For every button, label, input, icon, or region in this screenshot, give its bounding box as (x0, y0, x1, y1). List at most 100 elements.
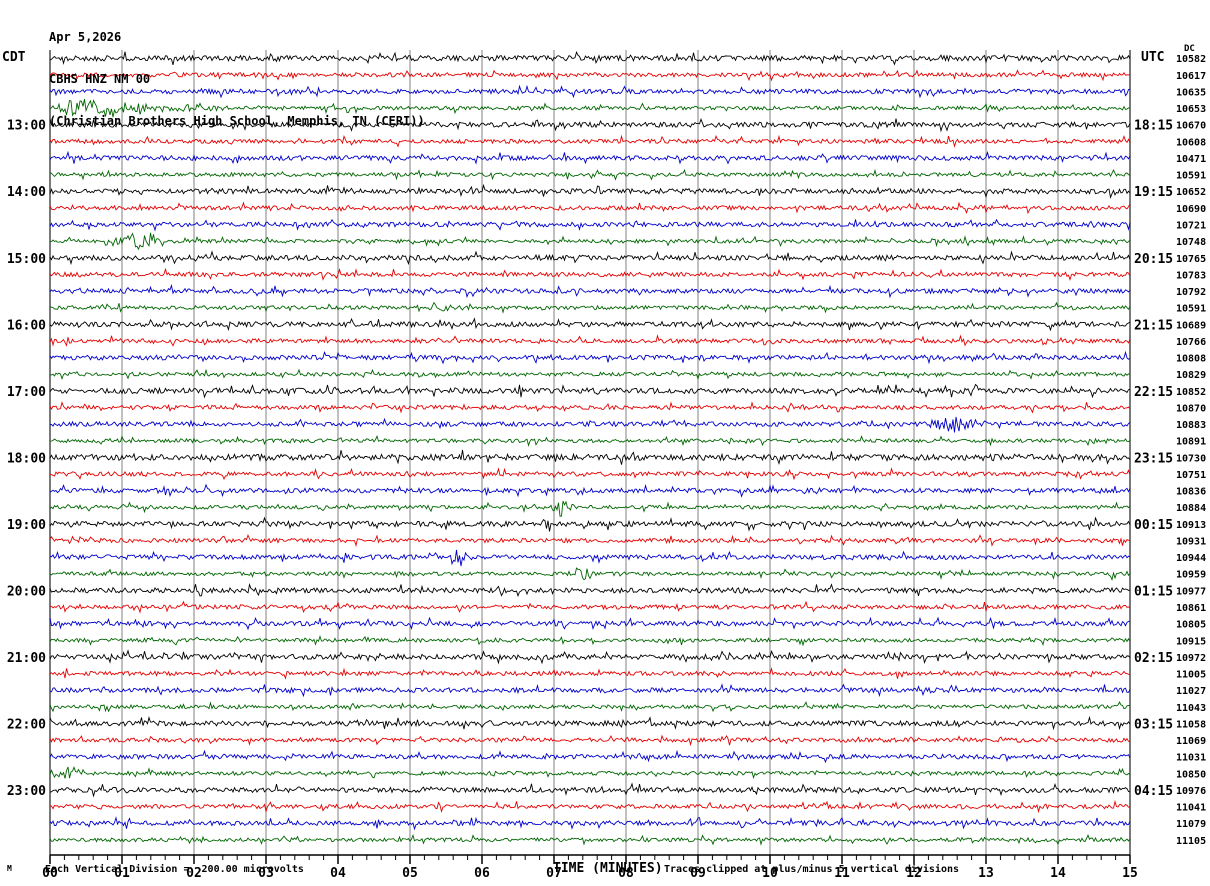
trace-row (49, 150, 1131, 165)
hour-label-cdt: 21:00 (7, 651, 46, 666)
trace-row (49, 401, 1131, 414)
trace-row (49, 50, 1131, 66)
trace-row (49, 317, 1131, 332)
x-axis-tick-label: 08 (618, 866, 634, 881)
hour-label-cdt: 16:00 (7, 318, 46, 333)
trace-row (49, 232, 1131, 251)
x-axis-tick-label: 05 (402, 866, 418, 881)
hour-label-cdt: 17:00 (7, 385, 46, 400)
trace-row (49, 117, 1131, 133)
trace-row (49, 435, 1131, 447)
station-description: (Christian Brothers High School, Memphis… (49, 114, 425, 128)
x-axis-title: TIME (MINUTES) (553, 861, 663, 876)
hour-label-utc: 00:15 (1134, 518, 1173, 533)
trace-row (49, 833, 1131, 846)
x-axis-tick-label: 12 (906, 866, 922, 881)
trace-row (49, 500, 1131, 517)
trace-row (49, 267, 1131, 281)
trace-row (50, 368, 1131, 381)
hour-label-cdt: 18:00 (7, 451, 46, 466)
dc-value: 10635 (1176, 87, 1206, 98)
dc-value: 11079 (1176, 819, 1206, 830)
x-axis-tick-label: 13 (978, 866, 994, 881)
dc-value: 10617 (1176, 71, 1206, 82)
trace-row (49, 218, 1131, 232)
hour-label-utc: 21:15 (1134, 318, 1173, 333)
dc-value: 10870 (1176, 403, 1206, 414)
hour-label-cdt: 14:00 (7, 185, 46, 200)
dc-value: 10976 (1176, 786, 1206, 797)
dc-value: 10944 (1176, 553, 1206, 564)
hour-label-cdt: 22:00 (7, 717, 46, 732)
dc-value: 11105 (1176, 836, 1206, 847)
dc-value: 10915 (1176, 636, 1206, 647)
hour-label-utc: 01:15 (1134, 584, 1173, 599)
trace-row (49, 350, 1131, 365)
hour-label-utc: 20:15 (1134, 252, 1173, 267)
dc-value: 11005 (1176, 670, 1206, 681)
trace-row (49, 600, 1131, 614)
hour-label-utc: 19:15 (1134, 185, 1173, 200)
dc-value: 10861 (1176, 603, 1206, 614)
left-timezone-label: CDT (2, 50, 26, 65)
vertical-division-scale-note: Each Vertical Division = 200.00 microvol… (45, 864, 304, 875)
hour-label-cdt: 15:00 (7, 252, 46, 267)
dc-value: 10783 (1176, 270, 1206, 281)
dc-value: 11058 (1176, 719, 1206, 730)
plot-header: Apr 5,2026 CBHS HNZ NM 00 (Christian Bro… (49, 2, 425, 142)
trace-row (49, 383, 1131, 399)
dc-value: 11027 (1176, 686, 1206, 697)
dc-value: 10766 (1176, 337, 1206, 348)
dc-value: 10721 (1176, 221, 1206, 232)
dc-value: 10765 (1176, 254, 1206, 265)
trace-row (49, 799, 1131, 814)
dc-value: 10884 (1176, 503, 1206, 514)
x-axis-tick-label: 06 (474, 866, 490, 881)
hour-label-cdt: 19:00 (7, 518, 46, 533)
trace-row (49, 666, 1131, 680)
hour-label-utc: 03:15 (1134, 717, 1173, 732)
dc-value: 11041 (1176, 803, 1206, 814)
dc-value: 10608 (1176, 137, 1206, 148)
dc-value: 10471 (1176, 154, 1206, 165)
dc-value: 10730 (1176, 453, 1206, 464)
trace-row (49, 701, 1131, 713)
dc-value: 10931 (1176, 536, 1206, 547)
trace-row (49, 616, 1130, 631)
hour-label-cdt: 20:00 (7, 584, 46, 599)
x-axis-tick-label: 00 (42, 866, 58, 881)
trace-row (49, 649, 1131, 665)
x-axis-tick-label: 14 (1050, 866, 1066, 881)
dc-value: 10959 (1176, 570, 1206, 581)
trace-row (49, 549, 1131, 567)
right-timezone-label: UTC (1141, 50, 1165, 65)
dc-value: 11069 (1176, 736, 1206, 747)
dc-value: 10591 (1176, 171, 1206, 182)
dc-value: 10977 (1176, 586, 1206, 597)
x-axis-tick-label: 01 (114, 866, 130, 881)
trace-row (49, 283, 1131, 299)
trace-row (49, 533, 1131, 547)
trace-row (49, 715, 1131, 731)
trace-row (49, 201, 1131, 215)
x-axis-tick-label: 03 (258, 866, 274, 881)
trace-row (49, 134, 1131, 148)
hour-label-utc: 22:15 (1134, 385, 1173, 400)
hour-label-utc: 04:15 (1134, 784, 1173, 799)
clipping-note: Traces clipped at plus/minus 5 vertical … (664, 864, 960, 875)
station-code: CBHS HNZ NM 00 (49, 72, 151, 86)
trace-row (49, 749, 1131, 764)
x-axis-tick-label: 09 (690, 866, 706, 881)
trace-row (49, 449, 1131, 466)
dc-value: 10689 (1176, 320, 1206, 331)
hour-label-utc: 02:15 (1134, 651, 1173, 666)
dc-value: 10653 (1176, 104, 1206, 115)
dc-value: 10883 (1176, 420, 1206, 431)
hour-label-utc: 23:15 (1134, 451, 1173, 466)
trace-row (49, 416, 1131, 433)
trace-row (49, 582, 1131, 598)
trace-row (49, 766, 1131, 780)
trace-row (49, 635, 1131, 647)
x-axis-tick-label: 10 (762, 866, 778, 881)
